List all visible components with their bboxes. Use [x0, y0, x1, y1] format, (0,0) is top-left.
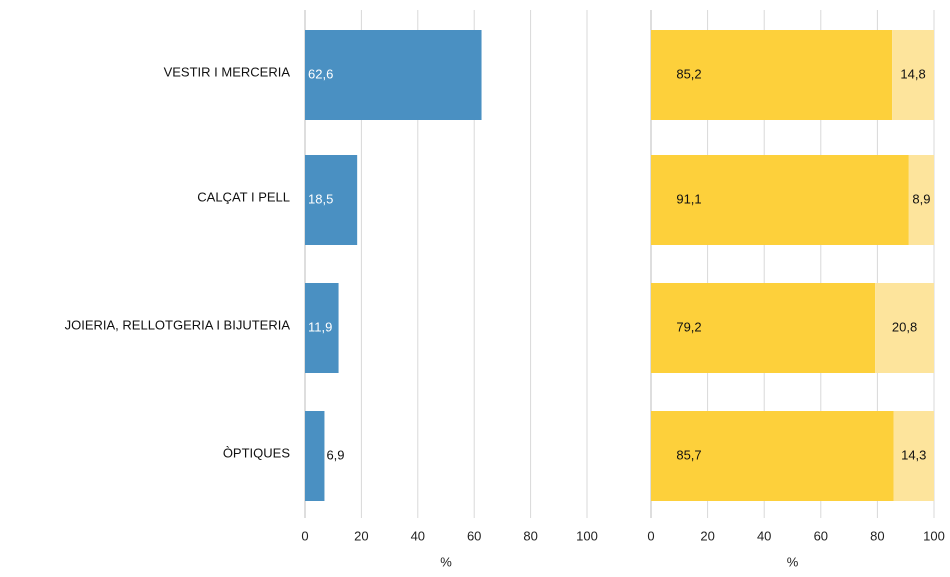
x-tick-label-1-3: 60: [467, 528, 481, 543]
bar-2: [305, 155, 358, 245]
stacked-bar-3-segment-1: [651, 283, 876, 373]
x-tick-label-2-3: 60: [814, 528, 828, 543]
stacked-bar-2-segment-2: [908, 155, 934, 245]
stacked-bar-1-segment-2: [892, 30, 934, 120]
data-label-2: 18,5: [308, 191, 333, 206]
stacked-data-label-3-2: 20,8: [892, 319, 917, 334]
x-tick-label-2-1: 20: [700, 528, 714, 543]
x-tick-label-2-2: 40: [757, 528, 771, 543]
stacked-data-label-1-1: 85,2: [676, 66, 701, 81]
x-axis-title-1: %: [440, 554, 452, 569]
x-axis-title-2: %: [787, 554, 799, 569]
x-tick-label-2-4: 80: [870, 528, 884, 543]
bar-4: [305, 411, 325, 501]
data-label-4: 6,9: [326, 447, 344, 462]
stacked-bar-1-segment-1: [651, 30, 893, 120]
x-tick-label-1-1: 20: [354, 528, 368, 543]
x-tick-label-1-4: 80: [523, 528, 537, 543]
stacked-data-label-1-2: 14,8: [900, 66, 925, 81]
stacked-bar-4-segment-1: [651, 411, 894, 501]
stacked-data-label-4-1: 85,7: [676, 447, 701, 462]
x-tick-label-2-5: 100: [923, 528, 945, 543]
stacked-bar-2-segment-1: [651, 155, 909, 245]
category-label-3: JOIERIA, RELLOTGERIA I BIJUTERIA: [65, 317, 291, 332]
x-tick-label-1-5: 100: [576, 528, 598, 543]
x-tick-label-1-2: 40: [411, 528, 425, 543]
data-label-3: 11,9: [308, 319, 332, 334]
stacked-data-label-2-2: 8,9: [912, 191, 930, 206]
stacked-data-label-2-1: 91,1: [676, 191, 701, 206]
category-label-1: VESTIR I MERCERIA: [164, 64, 291, 79]
bar-1: [305, 30, 482, 120]
stacked-data-label-3-1: 79,2: [676, 319, 701, 334]
stacked-bar-4-segment-2: [893, 411, 934, 501]
stacked-data-label-4-2: 14,3: [901, 447, 926, 462]
stacked-bar-3-segment-2: [875, 283, 934, 373]
category-label-2: CALÇAT I PELL: [197, 189, 290, 204]
x-tick-label-1-0: 0: [301, 528, 308, 543]
x-tick-label-2-0: 0: [647, 528, 654, 543]
data-label-1: 62,6: [308, 66, 333, 81]
category-label-4: ÒPTIQUES: [223, 445, 291, 460]
bar-3: [305, 283, 339, 373]
